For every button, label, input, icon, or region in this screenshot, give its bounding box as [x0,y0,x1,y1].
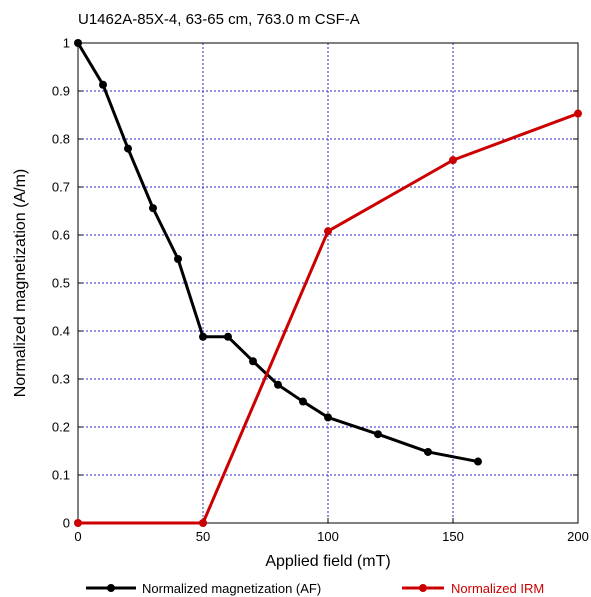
axis-ticks [77,42,579,524]
data-point [274,380,282,389]
data-point [474,457,482,466]
y-tick-label: 0.4 [52,324,70,339]
data-point [374,430,382,439]
data-point [324,413,332,422]
y-tick-label: 0.3 [52,372,70,387]
data-point [199,332,207,341]
data-point [174,255,182,263]
data-point [249,357,257,366]
legend-label: Normalized IRM [451,581,544,596]
y-tick-label: 0.2 [52,420,70,435]
data-point [74,519,82,527]
y-axis-title: Normalized magnetization (A/m) [12,169,29,398]
data-point [574,109,582,118]
y-tick-label: 1 [63,36,70,51]
y-tick-label: 0.9 [52,84,70,99]
x-tick-label: 100 [317,529,339,544]
y-tick-label: 0.7 [52,180,70,195]
y-tick-label: 0.8 [52,132,70,147]
chart-title: U1462A-85X-4, 63-65 cm, 763.0 m CSF-A [78,11,360,28]
x-axis-title: Applied field (mT) [265,553,390,570]
tick-labels: 0 50 100 150 200 0 0.1 0.2 0.3 0.4 0.5 0.6 0.7 0.8 0.9… [52,36,589,545]
legend-marker [419,584,427,592]
series-line-1 [78,112,579,525]
data-point [299,397,307,406]
y-tick-label: 0.5 [52,276,70,291]
legend-marker [107,584,115,592]
grid-lines [78,43,578,523]
series-line-0 [76,42,479,464]
y-tick-label: 0.6 [52,228,70,243]
x-tick-label: 150 [442,529,464,544]
data-point [199,519,207,527]
y-tick-label: 0 [63,516,70,531]
x-tick-label: 200 [567,529,589,544]
legend: Normalized magnetization (AF) Normalized … [86,581,544,596]
data-point [424,447,432,456]
legend-label: Normalized magnetization (AF) [142,581,321,596]
data-point [224,332,232,341]
y-tick-label: 0.1 [52,468,70,483]
data-point [324,227,332,236]
x-tick-label: 0 [74,529,81,544]
data-point [449,156,457,165]
data-point [74,39,82,47]
data-point [124,144,132,153]
series-layer [74,39,582,527]
data-point [149,204,157,213]
data-point [99,80,107,89]
x-tick-label: 50 [196,529,210,544]
